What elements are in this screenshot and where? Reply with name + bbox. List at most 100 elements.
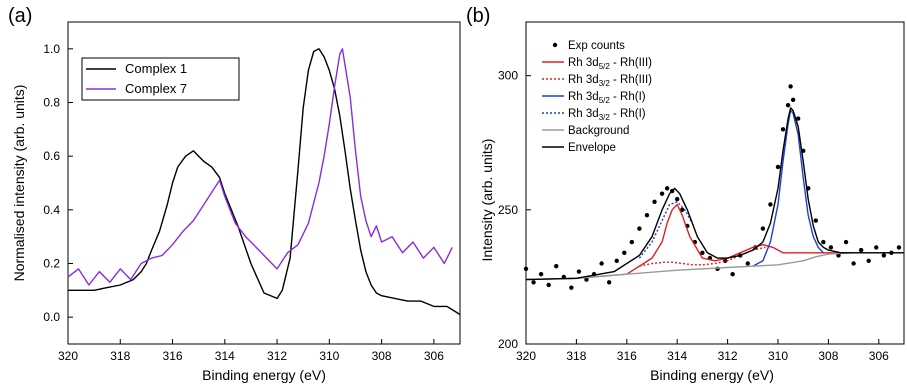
legend-label-rh32-rh3-sub: 3/2: [599, 79, 611, 88]
panel-b-x-tick-label: 314: [667, 349, 687, 363]
panel-b: (b) 320 318 316 314 312 310 308 306 200 250 300 Bi…: [466, 5, 905, 383]
panel-b-data-point: [554, 263, 559, 269]
panel-b-data-point: [745, 261, 750, 266]
panel-b-x-axis-label: Binding energy (eV): [650, 367, 774, 383]
panel-b-data-point: [851, 261, 856, 266]
panel-a-x-tick-label: 308: [372, 349, 392, 363]
panel-b-x-tick-label: 316: [617, 349, 637, 363]
panel-b-x-tick-label: 320: [516, 349, 536, 363]
panel-b-data-point: [546, 282, 551, 288]
panel-a-y-tick-label: 0.8: [43, 96, 60, 110]
panel-b-data-point: [622, 250, 627, 255]
panel-b-plot-frame: [525, 21, 905, 345]
panel-a-y-tick-label: 0.2: [43, 257, 60, 271]
legend-label-background: Background: [568, 125, 629, 137]
panel-a-x-tick-label: 312: [267, 349, 287, 363]
panel-b-data-point: [599, 261, 604, 266]
panel-a-plot-frame: [67, 21, 461, 345]
panel-b-axes: 320 318 316 314 312 310 308 306 200 250 300: [498, 69, 889, 363]
legend-label-rh52-rh1-main: Rh 3d: [568, 91, 599, 103]
panel-b-data-point: [896, 245, 902, 250]
panel-b-data-point: [644, 213, 650, 218]
legend-label-rh32-rh1-rest: - Rh(I): [610, 108, 646, 120]
panel-a-y-tick-label: 0.6: [43, 149, 60, 163]
panel-a-x-tick-label: 318: [110, 349, 130, 363]
legend-label-rh32-rh3-main: Rh 3d: [568, 74, 599, 86]
panel-a-legend-box: [81, 57, 240, 101]
panel-a-legend: Complex 1 Complex 7: [81, 57, 240, 101]
panel-b-data-point: [614, 258, 619, 264]
panel-b-series-rh-3d3-2-rh-i-line: [638, 201, 693, 259]
panel-b-data-point: [843, 239, 849, 245]
panel-a-y-tick-label: 0.4: [43, 203, 60, 217]
legend-label-rh52-rh3: Rh 3d5/2 - Rh(III): [568, 57, 652, 71]
panel-b-series: [523, 84, 904, 290]
legend-label-rh52-rh3-rest: - Rh(III): [610, 57, 652, 69]
panel-b-x-tick-label: 306: [869, 349, 889, 363]
panel-a-x-tick-label: 306: [424, 349, 444, 363]
panel-a-label: (a): [8, 5, 32, 27]
legend-label-rh32-rh1-sub: 3/2: [599, 113, 611, 122]
panel-b-data-point: [780, 127, 786, 132]
panel-b-data-point: [788, 84, 793, 89]
panel-b-legend: Exp counts Rh 3d5/2 - Rh(III) Rh 3d3/2 -…: [542, 40, 652, 154]
legend-label-rh52-rh3-sub: 5/2: [599, 62, 611, 71]
legend-label-rh52-rh3-main: Rh 3d: [568, 57, 599, 69]
panel-b-data-point: [858, 247, 864, 253]
legend-label-rh32-rh1: Rh 3d3/2 - Rh(I): [568, 108, 646, 122]
panel-b-x-tick-label: 308: [818, 349, 838, 363]
panel-a-series-complex-7-line: [67, 48, 453, 286]
panel-b-data-point: [874, 245, 879, 250]
panel-b-data-point: [866, 258, 871, 264]
panel-a-x-tick-label: 320: [58, 349, 78, 363]
panel-b-x-tick-label: 318: [566, 349, 586, 363]
panel-a-x-tick-label: 316: [163, 349, 183, 363]
panel-b-data-point: [523, 266, 529, 272]
panel-b-data-point: [700, 250, 705, 255]
legend-label-envelope: Envelope: [568, 142, 616, 154]
legend-label-rh32-rh3-rest: - Rh(III): [610, 74, 652, 86]
panel-a-series: [67, 48, 461, 316]
legend-label-rh52-rh1-rest: - Rh(I): [610, 91, 646, 103]
panel-b-series-rh-3d5-2-rh-i-line: [752, 109, 824, 267]
legend-label-rh32-rh3: Rh 3d3/2 - Rh(III): [568, 74, 652, 88]
panel-b-data-point: [795, 116, 801, 121]
panel-b-y-tick-label: 300: [498, 69, 518, 83]
panel-b-data-point: [680, 207, 685, 213]
panel-a-y-tick-label: 1.0: [43, 42, 60, 56]
panel-b-data-point: [775, 164, 781, 170]
panel-b-data-point: [836, 253, 841, 258]
panel-b-data-point: [606, 280, 612, 285]
legend-label-rh32-rh1-main: Rh 3d: [568, 108, 599, 120]
panel-b-data-point: [730, 272, 735, 277]
panel-b-y-axis-label: Intensity (arb. units): [479, 139, 495, 262]
panel-a-y-axis-label: Normalised intensity (arb. units): [11, 85, 27, 282]
panel-b-data-point: [813, 218, 818, 223]
panel-b-data-point: [821, 239, 826, 245]
panel-b-data-point: [584, 277, 589, 282]
panel-b-x-tick-label: 312: [718, 349, 738, 363]
panel-a-y-tick-label: 0.0: [43, 310, 60, 324]
legend-label-complex-7: Complex 7: [125, 81, 187, 96]
legend-swatch-exp-counts: [552, 42, 558, 48]
panel-b-data-point: [760, 226, 766, 231]
legend-label-rh52-rh1: Rh 3d5/2 - Rh(I): [568, 91, 646, 105]
panel-b-data-point: [785, 102, 791, 108]
panel-b-data-point: [569, 285, 574, 290]
panel-b-data-point: [828, 245, 834, 250]
panel-b-data-point: [790, 97, 796, 103]
panel-b-data-point: [659, 191, 665, 196]
panel-b-data-point: [675, 196, 680, 202]
legend-label-complex-1: Complex 1: [125, 61, 187, 76]
panel-b-data-point: [881, 253, 887, 258]
panel-a-x-tick-label: 310: [319, 349, 339, 363]
panel-a-series-complex-1-line: [68, 48, 461, 316]
panel-b-data-point: [629, 239, 635, 245]
panel-b-x-tick-label: 310: [768, 349, 788, 363]
panel-b-data-point: [576, 269, 582, 274]
panel-b-data-point: [652, 199, 657, 204]
panel-b-y-tick-label: 250: [498, 203, 518, 217]
panel-b-data-point: [637, 226, 642, 231]
panel-b-y-tick-label: 200: [498, 337, 518, 351]
